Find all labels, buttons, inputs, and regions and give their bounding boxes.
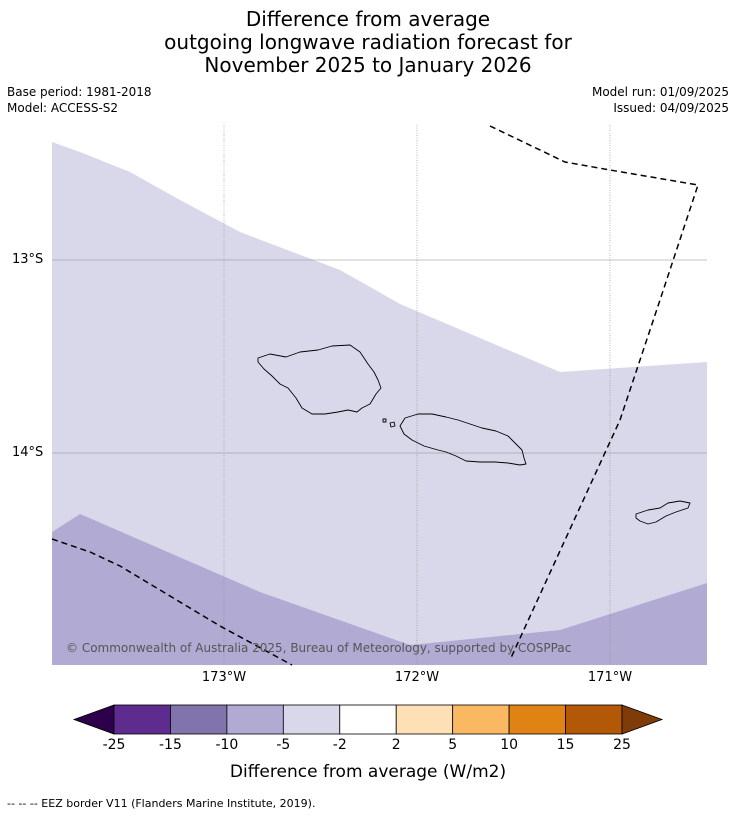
colorbar-segment — [226, 704, 284, 735]
colorbar-segment — [170, 704, 228, 735]
colorbar-segment — [395, 704, 454, 735]
colorbar-tick: -15 — [159, 737, 182, 753]
issued-text: Issued: 04/09/2025 — [613, 101, 729, 115]
island-upolu — [399, 413, 527, 466]
colorbar-arrow-min — [72, 704, 115, 735]
land-outlines — [257, 344, 691, 525]
colorbar-segment — [339, 704, 397, 735]
lat-label-13s: 13°S — [12, 252, 44, 267]
lon-label-172w: 172°W — [394, 670, 440, 685]
colorbar-tick: -25 — [102, 737, 126, 753]
colorbar-tick: 25 — [613, 737, 631, 753]
colorbar-segment — [508, 704, 566, 735]
copyright-text: © Commonwealth of Australia 2025, Bureau… — [66, 641, 572, 655]
island-apolima — [389, 421, 396, 428]
island-savaii — [257, 344, 382, 415]
gridlines — [52, 125, 707, 665]
background-region-top — [52, 125, 707, 372]
colorbar-segment — [113, 704, 171, 735]
lon-label-173w: 173°W — [201, 670, 247, 685]
title-line-1: Difference from average — [245, 7, 491, 31]
lon-label-171w: 171°W — [587, 670, 633, 685]
eez-footnote: -- -- -- EEZ border V11 (Flanders Marine… — [7, 797, 316, 810]
anomaly-fill-mid — [52, 514, 707, 665]
title-line-3: November 2025 to January 2026 — [204, 53, 532, 77]
title-line-2: outgoing longwave radiation forecast for — [164, 30, 572, 54]
model-run-text: Model run: 01/09/2025 — [591, 85, 729, 99]
colorbar-tick: 2 — [391, 737, 401, 753]
colorbar-segment — [452, 704, 510, 735]
island-tutuila — [635, 500, 691, 525]
colorbar-tick: 15 — [556, 737, 575, 753]
eez-borders — [51, 125, 699, 666]
model-text: Model: ACCESS-S2 — [7, 101, 119, 115]
base-period-text: Base period: 1981-2018 — [7, 85, 152, 99]
colorbar-tick: 5 — [448, 737, 458, 753]
meta-right: Model run: 01/09/2025 Issued: 04/09/2025 — [592, 84, 729, 116]
colorbar-tick: -10 — [215, 737, 239, 753]
eez-border-west — [51, 538, 293, 666]
colorbar-segment — [565, 704, 623, 735]
island-manono — [382, 418, 387, 423]
colorbar-tick: -5 — [276, 737, 291, 753]
meta-left: Base period: 1981-2018 Model: ACCESS-S2 — [7, 84, 152, 116]
chart-title: Difference from average outgoing longwav… — [0, 8, 736, 77]
colorbar-label: Difference from average (W/m2) — [229, 762, 507, 782]
colorbar-arrow-max — [621, 704, 664, 735]
colorbar-segment — [282, 704, 341, 735]
colorbar-tick: -2 — [332, 737, 347, 753]
eez-border-east — [489, 125, 699, 661]
lat-label-14s: 14°S — [12, 445, 44, 460]
colorbar-tick: 10 — [500, 737, 519, 753]
